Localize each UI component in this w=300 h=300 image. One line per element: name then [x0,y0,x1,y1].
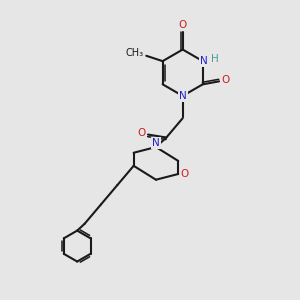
Text: O: O [137,128,146,138]
Text: O: O [181,169,189,179]
Text: O: O [221,75,230,85]
Text: H: H [212,54,219,64]
Text: O: O [178,20,187,30]
Text: CH₃: CH₃ [126,48,144,59]
Text: N: N [179,91,187,101]
Text: N: N [152,138,160,148]
Text: N: N [200,56,208,66]
